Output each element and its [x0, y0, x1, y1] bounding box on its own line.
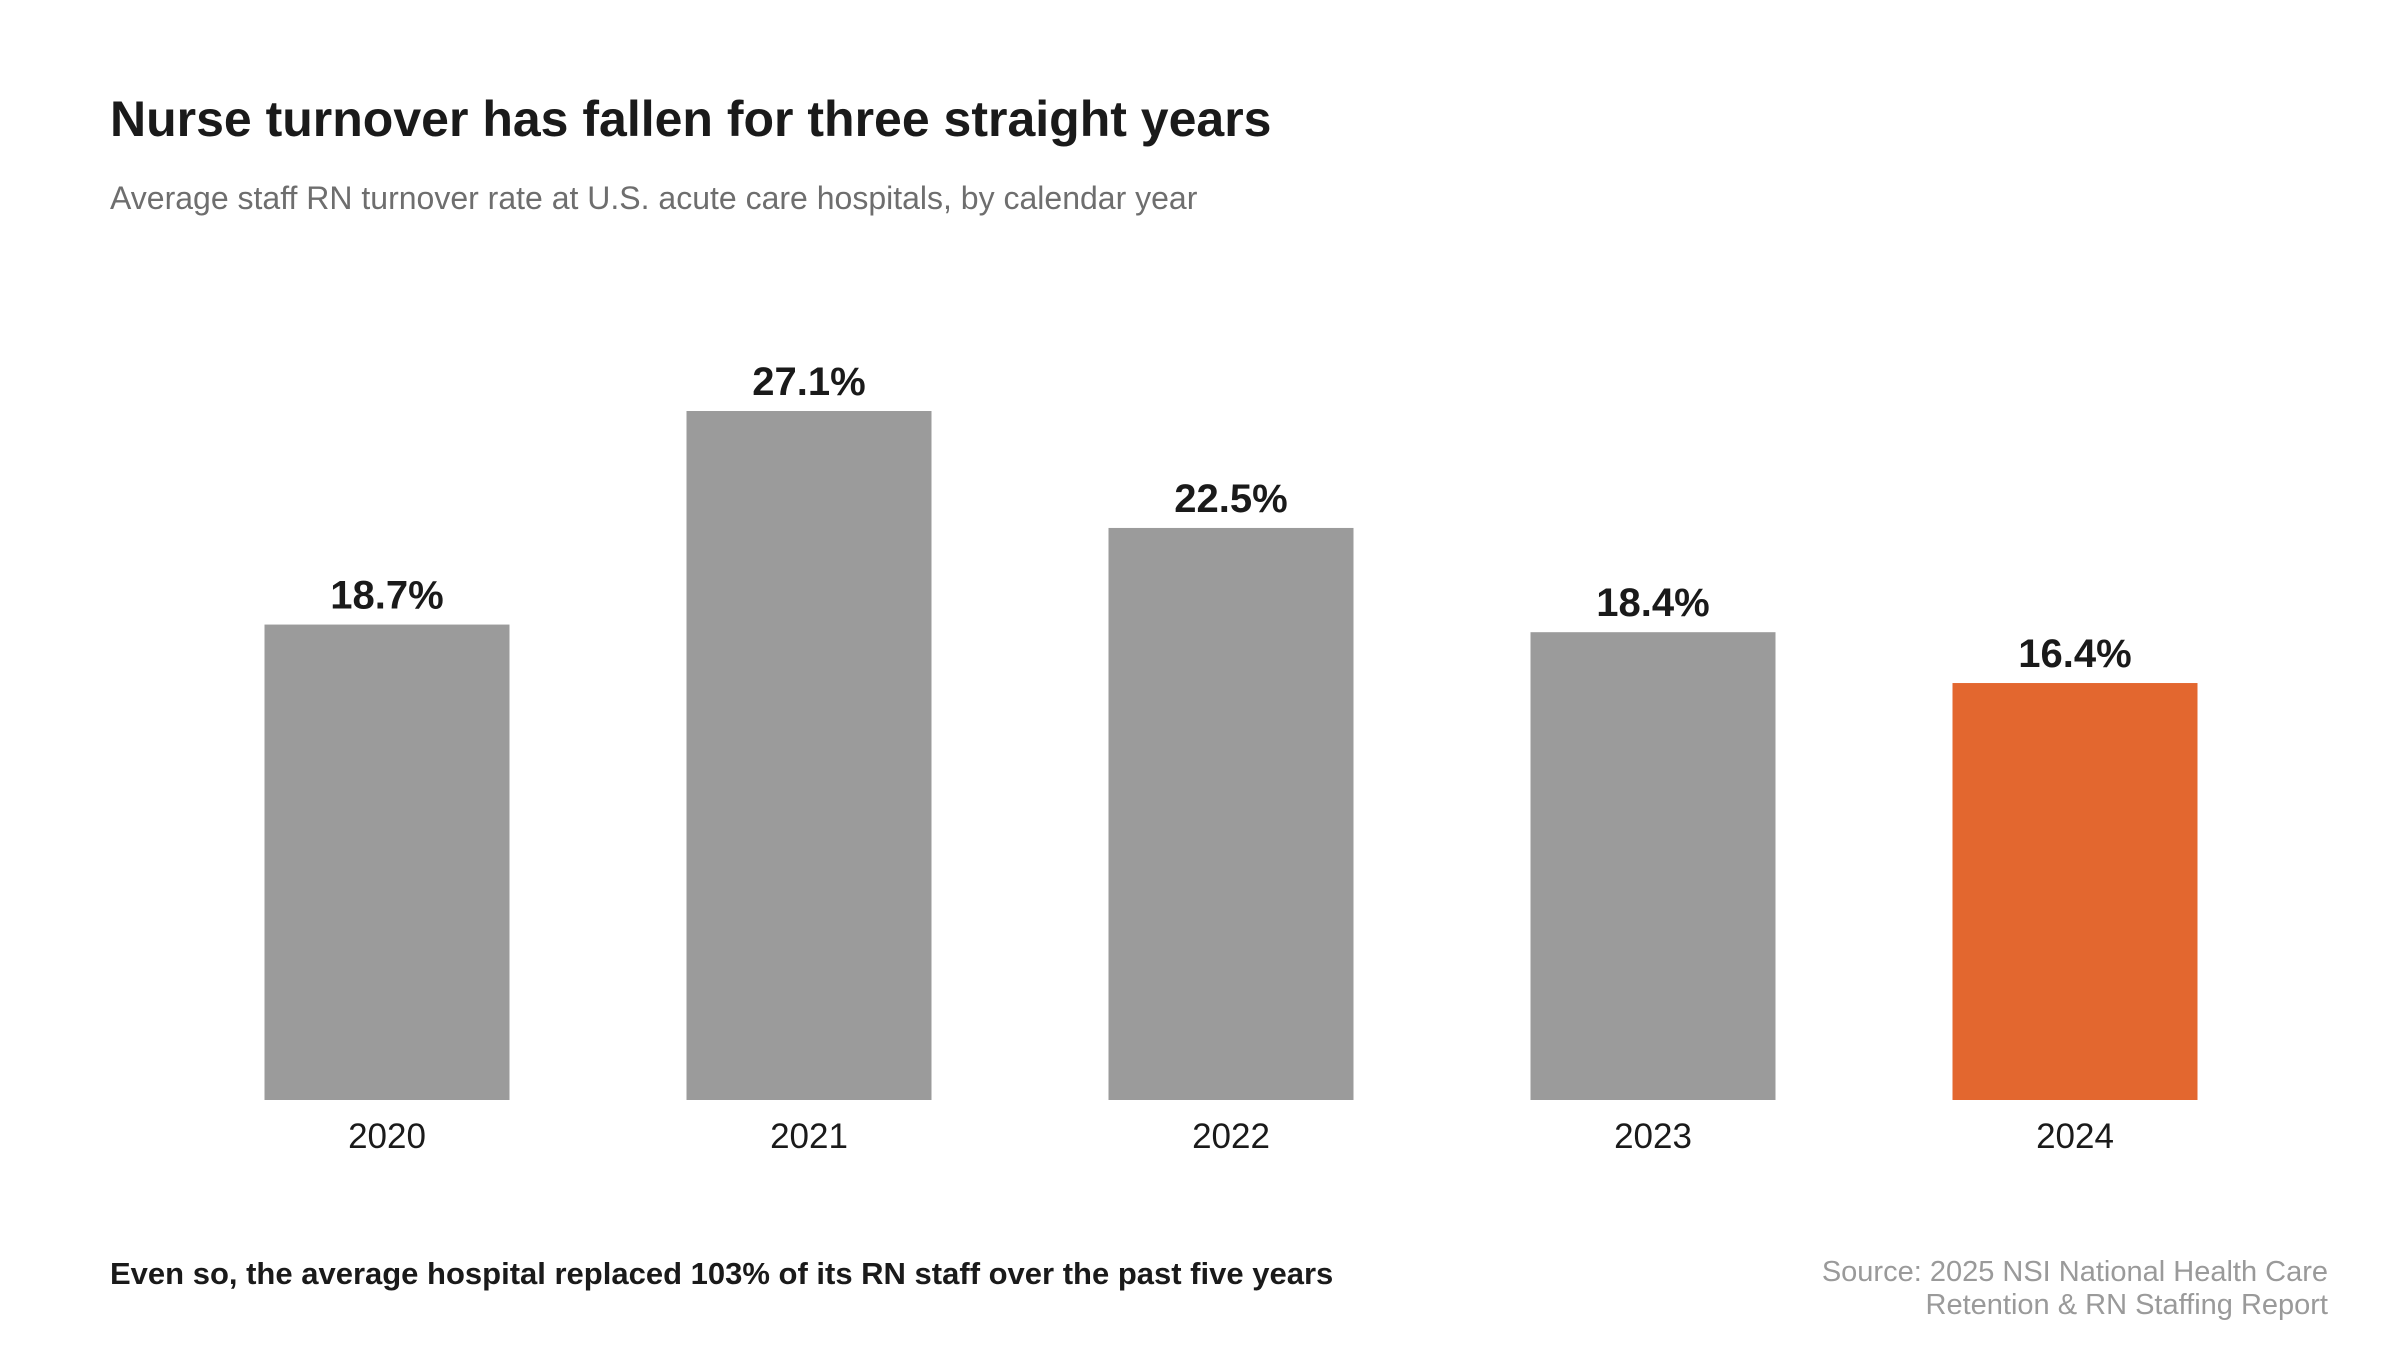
x-tick-labels-group: 2020 2021 2022 2023 2024	[348, 1117, 2114, 1156]
x-tick-label-2021: 2021	[770, 1117, 848, 1156]
bars-group	[264, 411, 2198, 1100]
footnote: Even so, the average hospital replaced 1…	[110, 1256, 1334, 1291]
x-tick-label-2020: 2020	[348, 1117, 426, 1156]
source-line-2: Retention & RN Staffing Report	[1925, 1289, 2328, 1321]
chart-title: Nurse turnover has fallen for three stra…	[110, 91, 1272, 147]
value-label-2020: 18.7%	[330, 574, 443, 618]
value-label-2022: 22.5%	[1174, 477, 1287, 521]
value-labels-group: 18.7% 27.1% 22.5% 18.4% 16.4%	[330, 360, 2131, 676]
chart-subtitle: Average staff RN turnover rate at U.S. a…	[110, 180, 1198, 216]
value-label-2021: 27.1%	[752, 360, 865, 404]
source-note: Source: 2025 NSI National Health Care Re…	[1628, 1256, 2328, 1322]
value-label-2024: 16.4%	[2018, 632, 2131, 676]
source-line-1: Source: 2025 NSI National Health Care	[1821, 1256, 2328, 1288]
bar-2023	[1530, 632, 1776, 1100]
bar-2022	[1108, 527, 1354, 1100]
x-tick-label-2022: 2022	[1192, 1117, 1270, 1156]
bar-2021	[686, 411, 932, 1100]
bar-2020	[264, 624, 510, 1100]
value-label-2023: 18.4%	[1596, 581, 1709, 625]
x-tick-label-2023: 2023	[1614, 1117, 1692, 1156]
bar-2024	[1952, 683, 2198, 1100]
x-tick-label-2024: 2024	[2036, 1117, 2114, 1156]
